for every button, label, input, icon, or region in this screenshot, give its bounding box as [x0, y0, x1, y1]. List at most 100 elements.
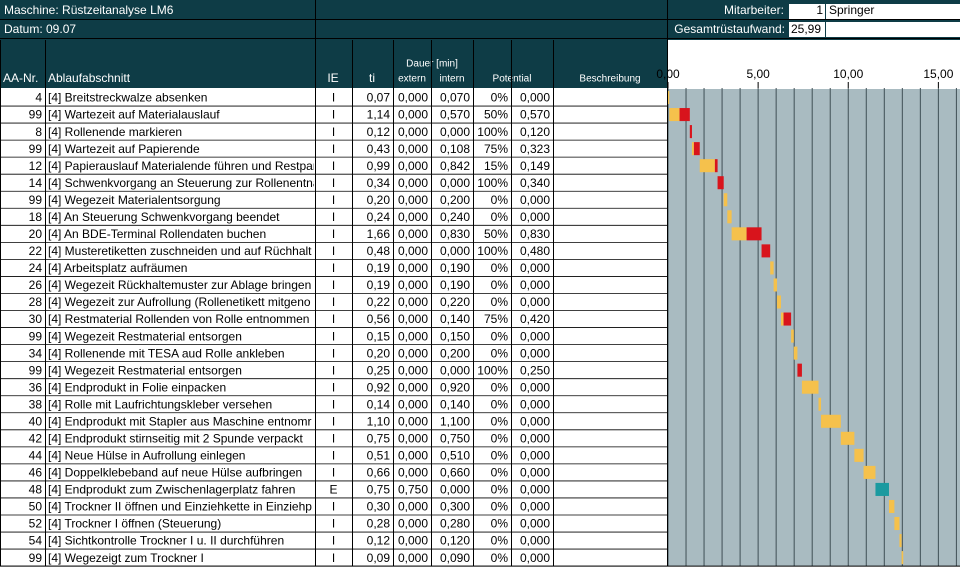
cell-pct: 0%: [491, 449, 509, 463]
cell-potential: 0,000: [520, 551, 550, 565]
cell-ie: I: [332, 449, 335, 463]
cell-pct: 0%: [491, 380, 509, 394]
cell-name: [4] Arbeitsplatz aufräumen: [48, 261, 187, 275]
cell-ti: 0,07: [367, 91, 391, 105]
cell-nr: 38: [29, 397, 43, 411]
col-header: IE: [327, 71, 338, 85]
cell-ie: I: [332, 312, 335, 326]
x-tick-label: 5,00: [746, 67, 770, 81]
col-header: Beschreibung: [579, 74, 640, 85]
gantt-intern: [781, 312, 784, 326]
cell-intern: 0,300: [440, 500, 470, 514]
cell-ti: 0,75: [367, 483, 391, 497]
cell-ie: I: [332, 380, 335, 394]
cell-ti: 0,48: [367, 244, 391, 258]
cell-nr: 52: [29, 517, 43, 531]
cell-ie: I: [332, 363, 335, 377]
cell-extern: 0,000: [398, 431, 428, 445]
cell-ti: 0,20: [367, 193, 391, 207]
cell-ie: I: [332, 500, 335, 514]
cell-potential: 0,000: [520, 517, 550, 531]
gantt-intern: [899, 534, 902, 548]
cell-intern: 0,000: [440, 244, 470, 258]
cell-potential: 0,149: [520, 159, 550, 173]
cell-nr: 99: [29, 363, 43, 377]
cell-name: [4] Restmaterial Rollenden von Rolle ent…: [48, 312, 309, 326]
cell-pct: 0%: [491, 91, 509, 105]
cell-pct: 15%: [484, 159, 508, 173]
cell-pct: 0%: [491, 329, 509, 343]
cell-potential: 0,480: [520, 244, 550, 258]
cell-pct: 0%: [491, 346, 509, 360]
cell: [789, 22, 825, 37]
cell-ie: I: [332, 193, 335, 207]
cell-potential: 0,000: [520, 278, 550, 292]
cell-name: [4] An Steuerung Schwenkvorgang beendet: [48, 210, 280, 224]
cell-intern: 0,190: [440, 261, 470, 275]
cell-potential: 0,340: [520, 176, 550, 190]
cell-pct: 0%: [491, 483, 509, 497]
cell-potential: 0,000: [520, 210, 550, 224]
cell-extern: 0,000: [398, 176, 428, 190]
gantt-intern: [699, 159, 715, 173]
cell-potential: 0,420: [520, 312, 550, 326]
cell-pct: 75%: [484, 312, 508, 326]
cell-extern: 0,000: [398, 108, 428, 122]
cell-intern: 0,220: [440, 295, 470, 309]
cell-pct: 0%: [491, 500, 509, 514]
cell-pct: 0%: [491, 397, 509, 411]
cell-ti: 0,14: [367, 397, 391, 411]
cell-potential: 0,830: [520, 227, 550, 241]
cell-ti: 1,14: [367, 108, 391, 122]
cell-potential: 0,250: [520, 363, 550, 377]
cell-extern: 0,750: [398, 483, 428, 497]
cell: [826, 22, 960, 37]
gantt-potential: [693, 142, 700, 156]
total: 25,99: [791, 22, 821, 36]
cell-pct: 100%: [477, 176, 508, 190]
cell-ie: I: [332, 278, 335, 292]
cell-nr: 14: [29, 176, 43, 190]
cell-intern: 0,570: [440, 108, 470, 122]
cell-potential: 0,000: [520, 329, 550, 343]
employee-label: Mitarbeiter:: [724, 3, 784, 17]
cell-intern: 0,240: [440, 210, 470, 224]
cell-intern: 0,000: [440, 363, 470, 377]
cell-pct: 100%: [477, 363, 508, 377]
gantt-intern: [840, 431, 855, 445]
cell-extern: 0,000: [398, 210, 428, 224]
cell-ti: 1,66: [367, 227, 391, 241]
cell-nr: 4: [35, 91, 42, 105]
cell-ti: 0,12: [367, 125, 391, 139]
gantt-potential: [714, 159, 718, 173]
col-header: ti: [369, 71, 375, 85]
cell-extern: 0,000: [398, 125, 428, 139]
cell-extern: 0,000: [398, 329, 428, 343]
machine: Maschine: Rüstzeitanalyse LM6: [4, 3, 174, 17]
cell-ie: I: [332, 295, 335, 309]
cell-ie: E: [329, 483, 337, 497]
cell-ie: I: [332, 261, 335, 275]
cell-ie: I: [332, 227, 335, 241]
cell-extern: 0,000: [398, 244, 428, 258]
cell-potential: 0,000: [520, 91, 550, 105]
cell-name: [4] Rollenende markieren: [48, 125, 182, 139]
x-tick-label: 10,00: [833, 67, 863, 81]
cell-ti: 0,15: [367, 329, 391, 343]
cell-nr: 24: [29, 261, 43, 275]
cell-pct: 100%: [477, 125, 508, 139]
cell-extern: 0,000: [398, 295, 428, 309]
cell-nr: 28: [29, 295, 43, 309]
cell-nr: 99: [29, 551, 43, 565]
cell-name: [4] Rolle mit Laufrichtungskleber verseh…: [48, 397, 272, 411]
cell-intern: 0,140: [440, 397, 470, 411]
gantt-potential: [761, 244, 771, 258]
cell-nr: 44: [29, 449, 43, 463]
cell-pct: 0%: [491, 534, 509, 548]
cell-potential: 0,570: [520, 108, 550, 122]
cell-ti: 0,66: [367, 466, 391, 480]
cell-intern: 0,280: [440, 517, 470, 531]
cell-pct: 0%: [491, 517, 509, 531]
cell-ie: I: [332, 176, 335, 190]
